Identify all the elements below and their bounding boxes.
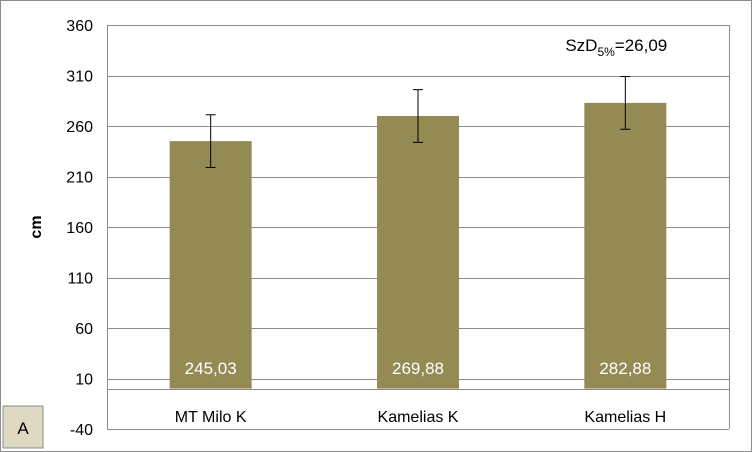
y-tick-label: 310 [66,69,93,86]
error-bar [620,76,631,130]
y-tick-label: 360 [66,18,93,35]
panel-label: A [17,419,29,438]
bar-value-label: 282,88 [599,359,651,378]
bar-value-label: 269,88 [392,359,444,378]
y-tick-label: 110 [67,271,93,288]
x-category-label: Kamelias K [378,409,459,426]
y-tick-label: 210 [66,170,93,187]
y-tick-label: -40 [70,422,93,439]
bar [377,116,459,389]
panel-label-box: A [2,405,44,449]
lsd-annotation-subscript: 5% [597,45,615,59]
lsd-annotation-main: SzD [565,36,597,55]
x-category-label: MT Milo K [175,409,247,426]
x-category-label: Kamelias H [584,409,666,426]
bar-value-label: 245,03 [185,359,237,378]
y-tick-label: 160 [66,220,93,237]
y-tick-label: 60 [75,321,93,338]
bar [169,141,252,389]
error-bar [205,114,216,168]
lsd-annotation-value: =26,09 [615,36,667,55]
lsd-annotation: SzD5%=26,09 [565,36,667,59]
y-tick-label: 10 [75,372,93,389]
error-bar [413,89,423,143]
y-axis-label: cm [28,215,45,238]
y-tick-label: 260 [66,119,93,136]
bar [584,102,667,389]
